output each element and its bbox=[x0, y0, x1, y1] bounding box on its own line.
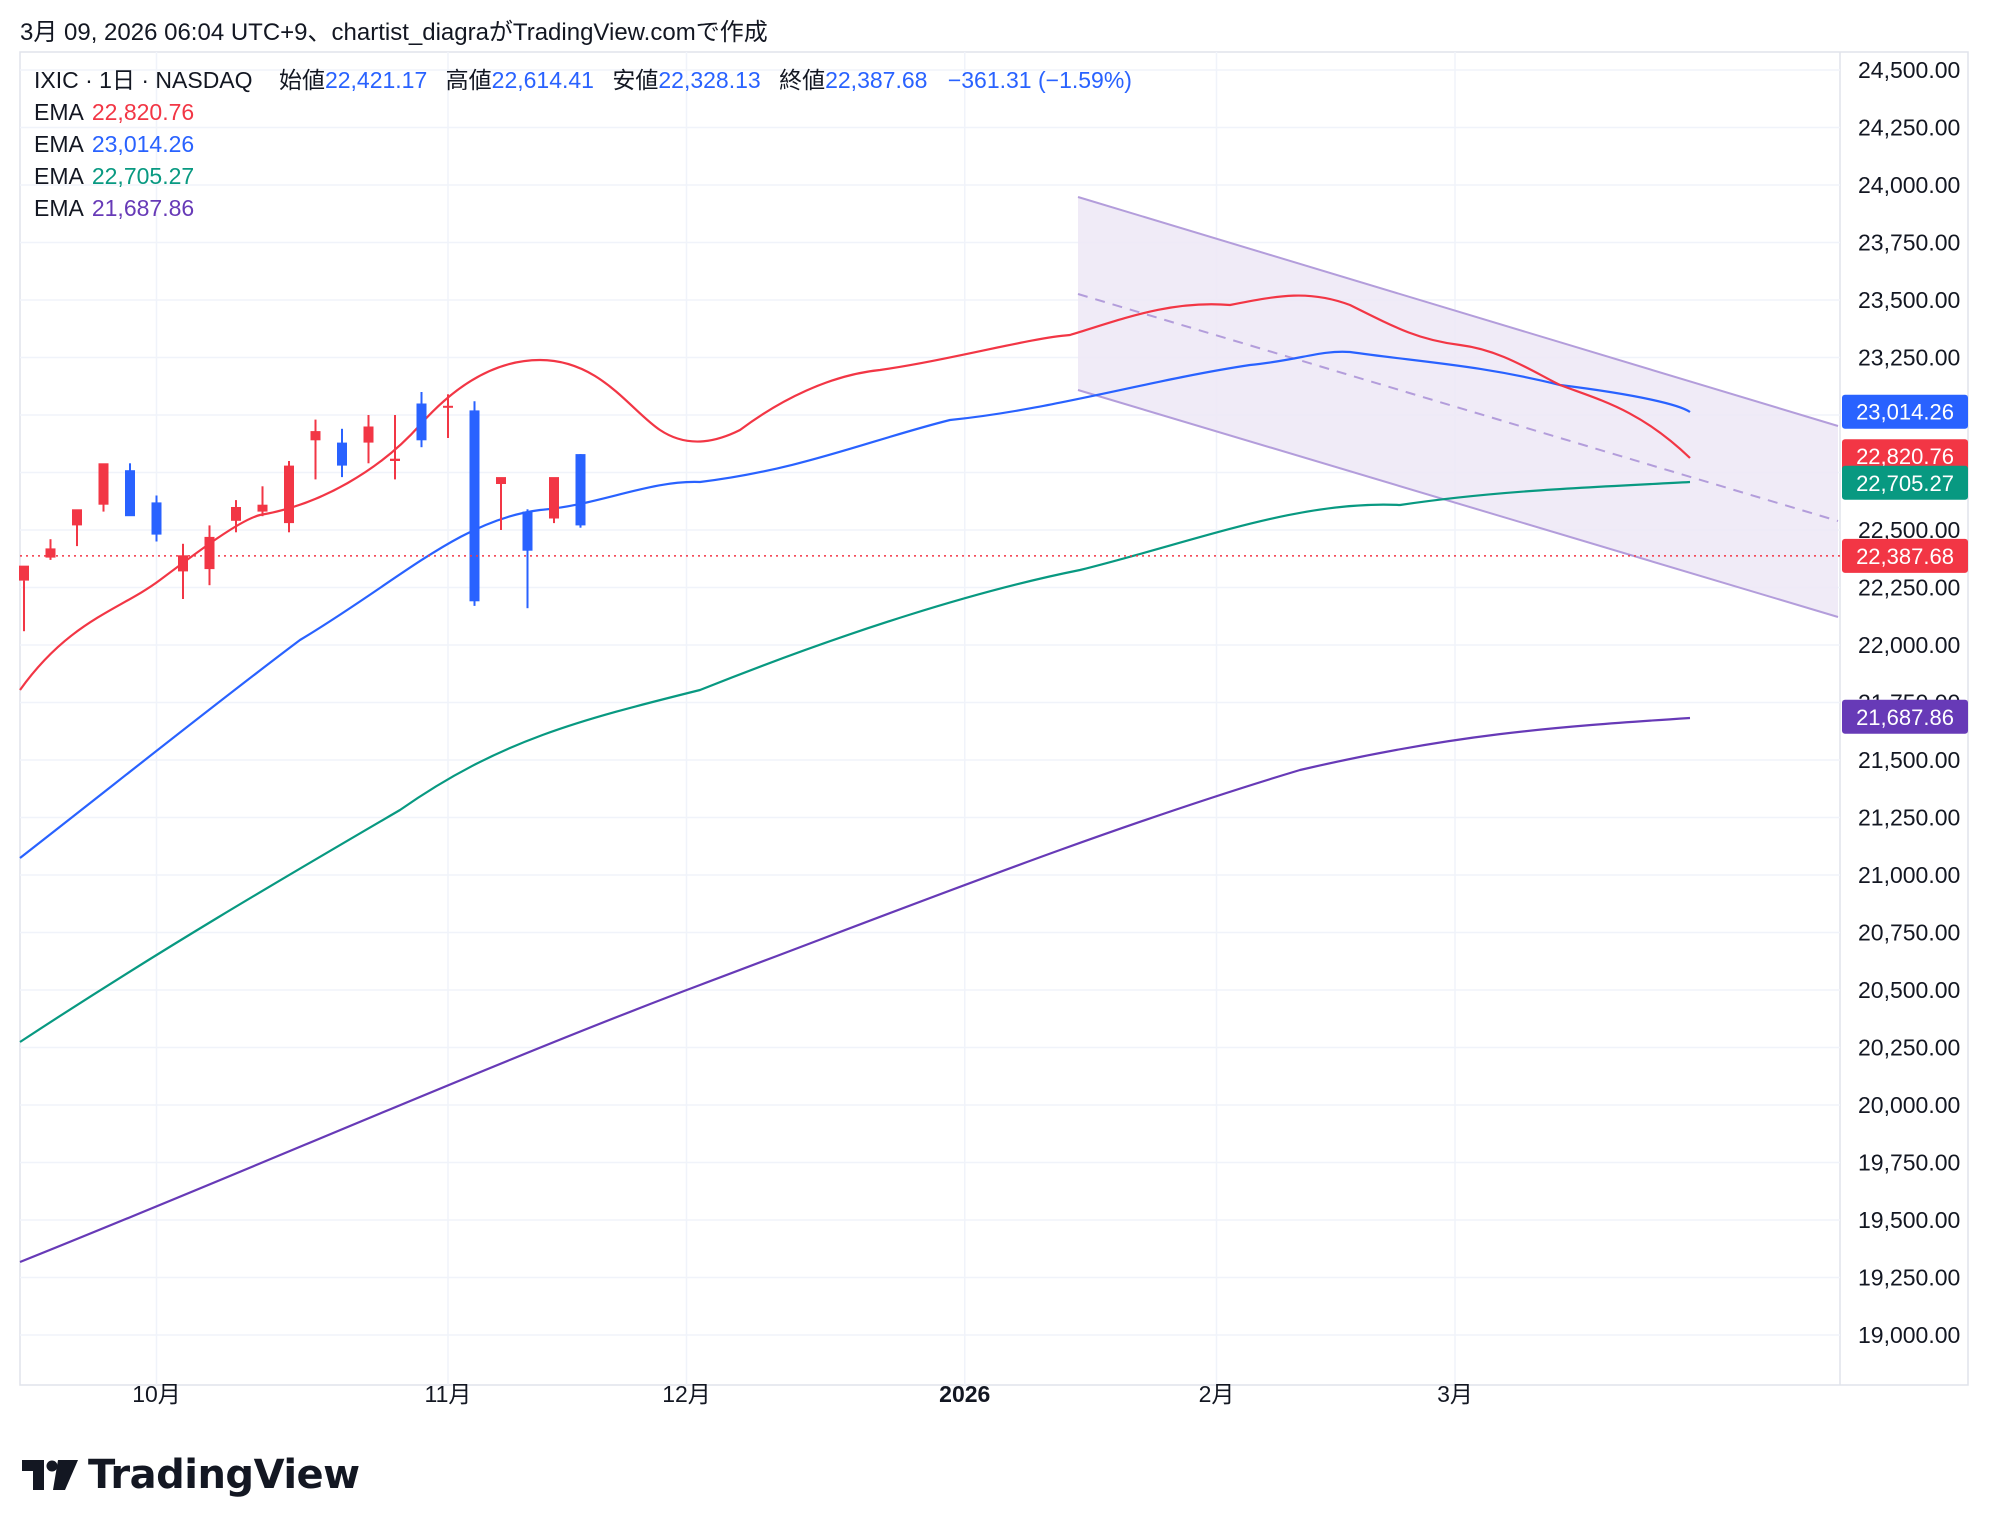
tradingview-brand[interactable]: TradingView bbox=[22, 1452, 360, 1498]
channel-lower-line[interactable] bbox=[1077, 389, 1839, 618]
price-axis-label: 22,250.00 bbox=[1858, 575, 1960, 601]
price-axis-label: 20,750.00 bbox=[1858, 920, 1960, 946]
ema-20-price-badge[interactable] bbox=[1842, 394, 1968, 429]
candle-body[interactable] bbox=[19, 565, 29, 581]
candle-body[interactable] bbox=[416, 403, 427, 441]
price-axis-label: 21,000.00 bbox=[1858, 862, 1960, 888]
ema-3-value: 22,705.27 bbox=[91, 163, 195, 189]
price-axis-label: 22,000.00 bbox=[1858, 632, 1960, 658]
ema-row-4[interactable]: EMA 21,687.86 bbox=[34, 192, 1132, 224]
candle-body[interactable] bbox=[231, 507, 241, 521]
candle-body[interactable] bbox=[443, 405, 453, 408]
close-price-badge[interactable] bbox=[1842, 538, 1968, 573]
price-axis-label: 20,500.00 bbox=[1858, 977, 1960, 1003]
candle-body[interactable] bbox=[45, 548, 56, 558]
candle-body[interactable] bbox=[549, 477, 559, 519]
ema-10-price-badge-text: 22,820.76 bbox=[1856, 444, 1954, 469]
candle-body[interactable] bbox=[337, 442, 347, 466]
price-axis-label: 23,250.00 bbox=[1858, 345, 1960, 371]
time-axis-label: 12月 bbox=[662, 1381, 711, 1407]
ema-label: EMA bbox=[34, 131, 84, 157]
open-label: 始値 bbox=[278, 67, 325, 93]
price-axis-label: 23,750.00 bbox=[1858, 230, 1960, 256]
time-axis-label: 11月 bbox=[425, 1381, 472, 1407]
candle-body[interactable] bbox=[98, 463, 109, 505]
price-axis-label: 20,250.00 bbox=[1858, 1035, 1960, 1061]
price-axis-label: 23,500.00 bbox=[1858, 287, 1960, 313]
candlestick-chart[interactable]: 19,000.00 19,250.00 19,500.00 19,750.00 20,0… bbox=[0, 0, 2000, 1440]
open-value: 22,421.17 bbox=[324, 67, 428, 93]
ohlc-row: IXIC · 1日 · NASDAQ 始値22,421.17 高値22,614.… bbox=[34, 64, 1132, 96]
candle-body[interactable] bbox=[151, 502, 162, 535]
ema-label: EMA bbox=[34, 195, 84, 221]
price-axis-label: 19,500.00 bbox=[1858, 1207, 1960, 1233]
ema-20-price-badge-text: 23,014.26 bbox=[1856, 400, 1954, 425]
price-axis-label: 19,250.00 bbox=[1858, 1265, 1960, 1291]
price-axis-label: 21,250.00 bbox=[1858, 805, 1960, 831]
ema-10-line[interactable] bbox=[19, 294, 1691, 691]
price-axis-label: 24,250.00 bbox=[1858, 115, 1960, 141]
price-axis-label: 24,500.00 bbox=[1858, 57, 1960, 83]
candle-body[interactable] bbox=[496, 477, 506, 484]
candle-body[interactable] bbox=[522, 511, 533, 551]
change-value: −361.31 (−1.59%) bbox=[947, 67, 1132, 93]
candle-body[interactable] bbox=[178, 555, 188, 572]
candle-body[interactable] bbox=[125, 470, 135, 517]
high-value: 22,614.41 bbox=[491, 67, 594, 93]
close-label: 終値 bbox=[779, 67, 826, 93]
candle-body[interactable] bbox=[72, 509, 82, 526]
candle-body[interactable] bbox=[204, 536, 215, 570]
ema-row-1[interactable]: EMA 22,820.76 bbox=[34, 96, 1132, 128]
ema-row-2[interactable]: EMA 23,014.26 bbox=[34, 128, 1132, 160]
candle-body[interactable] bbox=[469, 410, 480, 602]
ema-50-price-badge[interactable] bbox=[1842, 465, 1968, 500]
symbol-label[interactable]: IXIC · 1日 · NASDAQ bbox=[34, 67, 253, 93]
ema-200-line[interactable] bbox=[19, 716, 1691, 1264]
ema-50-price-badge-text: 22,705.27 bbox=[1856, 471, 1954, 496]
time-axis-label: 10月 bbox=[132, 1381, 181, 1407]
price-axis-label: 22,500.00 bbox=[1858, 517, 1960, 543]
time-axis-label: 2月 bbox=[1199, 1381, 1235, 1407]
time-axis-label: 2026 bbox=[939, 1381, 990, 1407]
low-value: 22,328.13 bbox=[658, 67, 761, 93]
ema-2-value: 23,014.26 bbox=[91, 131, 195, 157]
ema-50-line[interactable] bbox=[19, 480, 1691, 1043]
price-axis-label: 19,000.00 bbox=[1858, 1322, 1960, 1348]
price-axis-label: 20,000.00 bbox=[1858, 1092, 1960, 1118]
ema-200-price-badge-text: 21,687.86 bbox=[1856, 705, 1954, 730]
high-label: 高値 bbox=[445, 67, 492, 93]
close-value: 22,387.68 bbox=[825, 67, 928, 93]
price-axis-label: 19,750.00 bbox=[1858, 1150, 1960, 1176]
ema-4-value: 21,687.86 bbox=[91, 195, 195, 221]
ema-label: EMA bbox=[34, 99, 84, 125]
ema-20-line[interactable] bbox=[19, 350, 1691, 859]
ema-row-3[interactable]: EMA 22,705.27 bbox=[34, 160, 1132, 192]
chart-header-title: 3月 09, 2026 06:04 UTC+9、chartist_diagraが… bbox=[20, 19, 768, 46]
time-axis-label: 3月 bbox=[1437, 1381, 1473, 1407]
ema-10-price-badge[interactable] bbox=[1842, 439, 1968, 474]
candle-body[interactable] bbox=[310, 431, 321, 441]
candle-body[interactable] bbox=[257, 504, 268, 512]
close-price-badge-text: 22,387.68 bbox=[1856, 544, 1954, 569]
channel-upper-line[interactable] bbox=[1077, 196, 1839, 427]
candle-body[interactable] bbox=[363, 426, 374, 443]
tradingview-logo-icon bbox=[22, 1460, 78, 1490]
candle-body[interactable] bbox=[390, 458, 400, 461]
chart-legend: IXIC · 1日 · NASDAQ 始値22,421.17 高値22,614.… bbox=[34, 64, 1132, 224]
brand-name: TradingView bbox=[88, 1452, 360, 1498]
price-axis-label: 24,000.00 bbox=[1858, 172, 1960, 198]
channel-mid-line[interactable] bbox=[1077, 293, 1839, 522]
low-label: 安値 bbox=[612, 67, 659, 93]
price-axis-label: 21,500.00 bbox=[1858, 747, 1960, 773]
ema-label: EMA bbox=[34, 163, 84, 189]
ema-1-value: 22,820.76 bbox=[91, 99, 195, 125]
candle-body[interactable] bbox=[575, 454, 586, 526]
candle-body[interactable] bbox=[284, 465, 294, 524]
ema-200-price-badge[interactable] bbox=[1842, 699, 1968, 734]
